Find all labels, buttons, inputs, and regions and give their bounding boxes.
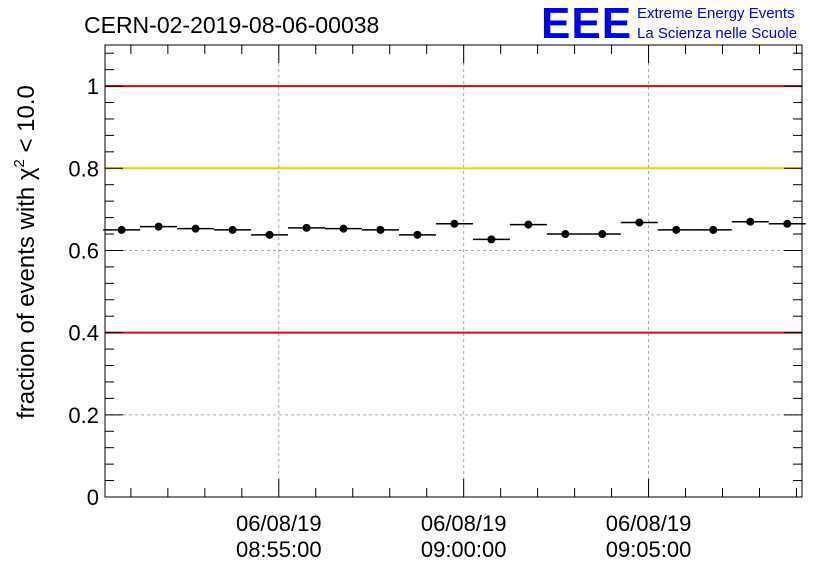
axis-ticks: [105, 45, 802, 498]
x-tick-labels: 06/08/1908:55:0006/08/1909:00:0006/08/19…: [236, 511, 691, 562]
y-tick-labels: 0 0.2 0.4 0.6 0.8 1: [68, 74, 99, 510]
data-point: [413, 230, 422, 239]
data-point: [265, 230, 274, 239]
data-point: [635, 218, 644, 227]
data-point: [709, 225, 718, 234]
y-axis-label: fraction of events with χ2 < 10.0: [11, 85, 40, 419]
data-point: [598, 230, 607, 239]
y-tick-label: 0: [87, 485, 99, 510]
data-point: [746, 217, 755, 226]
data-point: [339, 224, 348, 233]
reference-lines: [105, 85, 802, 334]
data-point: [524, 220, 533, 229]
data-series: [103, 217, 806, 244]
data-point: [154, 222, 163, 231]
y-tick-label: 0.2: [68, 403, 99, 428]
x-tick-label-time: 08:55:00: [236, 537, 322, 562]
data-point: [376, 225, 385, 234]
data-point: [117, 225, 126, 234]
data-point: [672, 225, 681, 234]
x-tick-label-time: 09:00:00: [421, 537, 507, 562]
eee-logo-mark: EEE: [541, 0, 632, 48]
y-axis-label-chi: χ: [13, 167, 40, 180]
data-point: [302, 223, 311, 232]
y-axis-label-suffix: < 10.0: [13, 85, 40, 159]
y-tick-label: 1: [87, 74, 99, 99]
data-point: [450, 219, 459, 228]
chart-title: CERN-02-2019-08-06-00038: [84, 12, 379, 38]
x-tick-label-date: 06/08/19: [236, 511, 322, 536]
x-tick-label-date: 06/08/19: [606, 511, 692, 536]
y-tick-label: 0.8: [68, 156, 99, 181]
data-point: [191, 224, 200, 233]
data-point: [228, 225, 237, 234]
data-point: [783, 219, 792, 228]
eee-logo: EEE Extreme Energy Events La Scienza nel…: [541, 0, 797, 48]
y-axis-label-power: 2: [11, 159, 28, 167]
x-tick-label-time: 09:05:00: [606, 537, 692, 562]
y-tick-label: 0.4: [68, 321, 99, 346]
data-point: [561, 230, 570, 239]
y-tick-label: 0.6: [68, 238, 99, 263]
x-tick-label-date: 06/08/19: [421, 511, 507, 536]
eee-logo-line1: Extreme Energy Events: [637, 5, 795, 22]
y-axis-label-prefix: fraction of events with: [13, 180, 40, 419]
grid: [105, 45, 802, 497]
eee-logo-line2: La Scienza nelle Scuole: [637, 25, 797, 42]
plot-frame: [104, 44, 803, 498]
data-point: [487, 235, 496, 244]
